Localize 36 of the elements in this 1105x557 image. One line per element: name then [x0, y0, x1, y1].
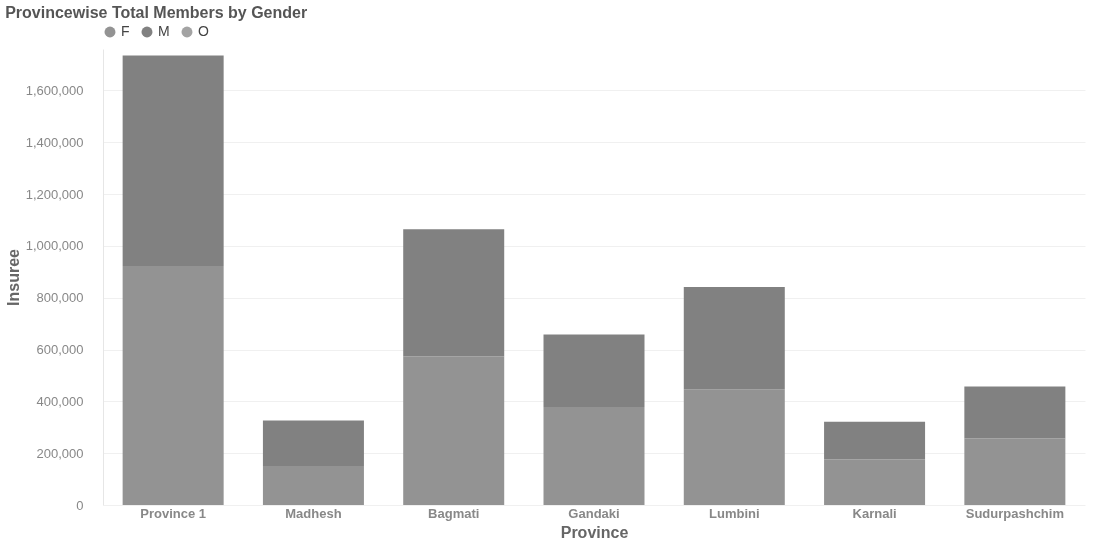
y-tick-label: 1,000,000 [25, 238, 84, 254]
bar [262, 420, 364, 466]
bar [964, 386, 1066, 439]
bar [824, 421, 926, 460]
bar [964, 438, 1066, 505]
bar [543, 334, 645, 408]
legend-label: F [121, 23, 130, 39]
x-tick-label: Bagmati [428, 505, 480, 521]
x-tick-label: Gandaki [568, 505, 620, 521]
legend-label: O [198, 23, 209, 39]
y-axis-title: Insuree [4, 248, 22, 306]
bar [122, 266, 224, 505]
x-tick-label: Province 1 [140, 505, 207, 521]
y-tick-label: 1,400,000 [25, 134, 84, 150]
x-tick-label: Madhesh [285, 505, 342, 521]
bar [824, 459, 926, 505]
y-tick-label: 1,600,000 [25, 82, 84, 98]
y-tick-label: 0 [76, 497, 84, 513]
y-tick-label: 600,000 [36, 342, 84, 358]
bar [122, 55, 224, 267]
y-tick-label: 800,000 [36, 290, 84, 306]
y-tick-label: 400,000 [36, 393, 84, 409]
y-tick-label: 1,200,000 [25, 186, 84, 202]
bar [683, 287, 785, 390]
y-tick-label: 200,000 [36, 445, 84, 461]
bar [262, 465, 364, 505]
bar [403, 229, 505, 357]
chart-title: Provincewise Total Members by Gender [5, 4, 308, 21]
bar [543, 407, 645, 505]
x-axis-title: Province [560, 523, 629, 541]
bar [683, 389, 785, 505]
legend-label: M [158, 23, 170, 39]
x-tick-label: Lumbini [709, 505, 760, 521]
x-tick-label: Karnali [852, 505, 897, 521]
x-tick-label: Sudurpashchim [965, 505, 1064, 521]
bar [403, 356, 505, 505]
